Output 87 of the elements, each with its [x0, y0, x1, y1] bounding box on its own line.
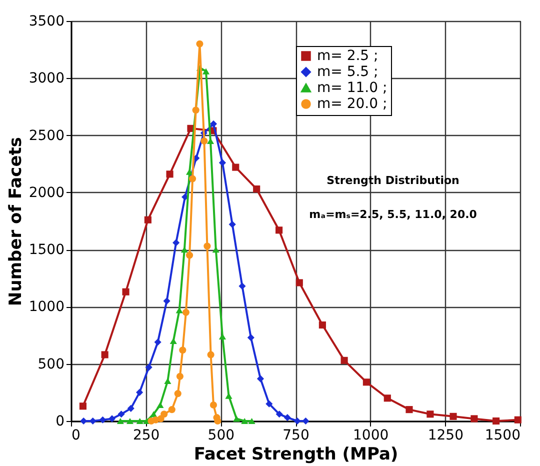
point [276, 410, 283, 418]
point [212, 246, 220, 253]
point [202, 68, 210, 74]
y-tick-label: 3000 [28, 70, 64, 87]
point [136, 418, 144, 424]
point [101, 351, 108, 358]
point [406, 406, 413, 414]
point [362, 378, 370, 386]
point [318, 321, 326, 329]
point [196, 40, 204, 48]
point [238, 282, 246, 290]
point [276, 226, 283, 234]
point [232, 164, 240, 171]
y-tick-label: 1000 [28, 299, 64, 316]
point [256, 375, 264, 382]
point [241, 418, 248, 424]
point [247, 334, 254, 342]
point [228, 220, 236, 228]
y-tick-label: 0 [56, 414, 64, 430]
point [122, 288, 130, 296]
point [176, 372, 184, 380]
y-tick-label: 3500 [28, 14, 64, 30]
point [218, 333, 226, 340]
x-tick-label: 1250 [428, 428, 464, 444]
point [127, 404, 134, 412]
point [232, 416, 240, 422]
point [154, 338, 162, 346]
point [294, 417, 301, 425]
point [160, 410, 168, 418]
point [204, 242, 211, 250]
point [89, 417, 96, 425]
y-tick-label: 1500 [28, 242, 64, 258]
point [180, 246, 188, 253]
point [284, 414, 291, 422]
x-tick-label: 750 [282, 428, 310, 444]
point [168, 406, 176, 414]
point [514, 416, 522, 424]
point [188, 175, 196, 182]
y-tick-label: 500 [38, 356, 64, 372]
point [200, 137, 208, 145]
point [340, 356, 348, 364]
point [384, 394, 391, 402]
x-tick-label: 1500 [484, 428, 520, 444]
point [210, 401, 218, 409]
point [170, 338, 177, 344]
point [470, 415, 478, 422]
y-tick-label: 2500 [28, 128, 64, 144]
x-tick-label: 250 [132, 428, 160, 444]
point [116, 418, 124, 424]
point [126, 418, 134, 424]
point [218, 159, 226, 166]
point [182, 308, 190, 316]
point [166, 170, 174, 178]
point [99, 416, 106, 424]
x-tick-label: 0 [72, 428, 80, 444]
point [179, 346, 186, 354]
point [266, 400, 273, 408]
point [192, 106, 200, 114]
point [172, 239, 180, 246]
point [145, 364, 152, 371]
point [186, 252, 194, 259]
point [492, 417, 500, 425]
legend-label: m= 11.0 ; [317, 80, 388, 96]
point [253, 185, 260, 193]
point [156, 402, 164, 408]
y-axis-title: Number of Facets [6, 137, 26, 306]
x-tick-label: 1000 [353, 428, 389, 444]
legend-label: m= 2.5 ; [317, 48, 378, 64]
point [426, 410, 434, 418]
point [108, 415, 116, 422]
legend-label: m= 5.5 ; [317, 64, 378, 80]
x-tick-label: 500 [208, 428, 235, 444]
point [302, 417, 310, 425]
legend-label: m= 20.0 ; [317, 96, 388, 112]
y-tick-label: 2000 [28, 184, 64, 201]
point [118, 410, 125, 418]
point [163, 297, 170, 305]
x-axis-title: Facet Strength (MPa) [194, 444, 398, 464]
point [207, 351, 214, 358]
point [144, 216, 152, 224]
point [450, 412, 457, 420]
point [136, 388, 144, 396]
point [210, 120, 218, 128]
point [248, 418, 256, 424]
point [174, 390, 182, 398]
point [296, 279, 303, 286]
point [79, 402, 87, 410]
